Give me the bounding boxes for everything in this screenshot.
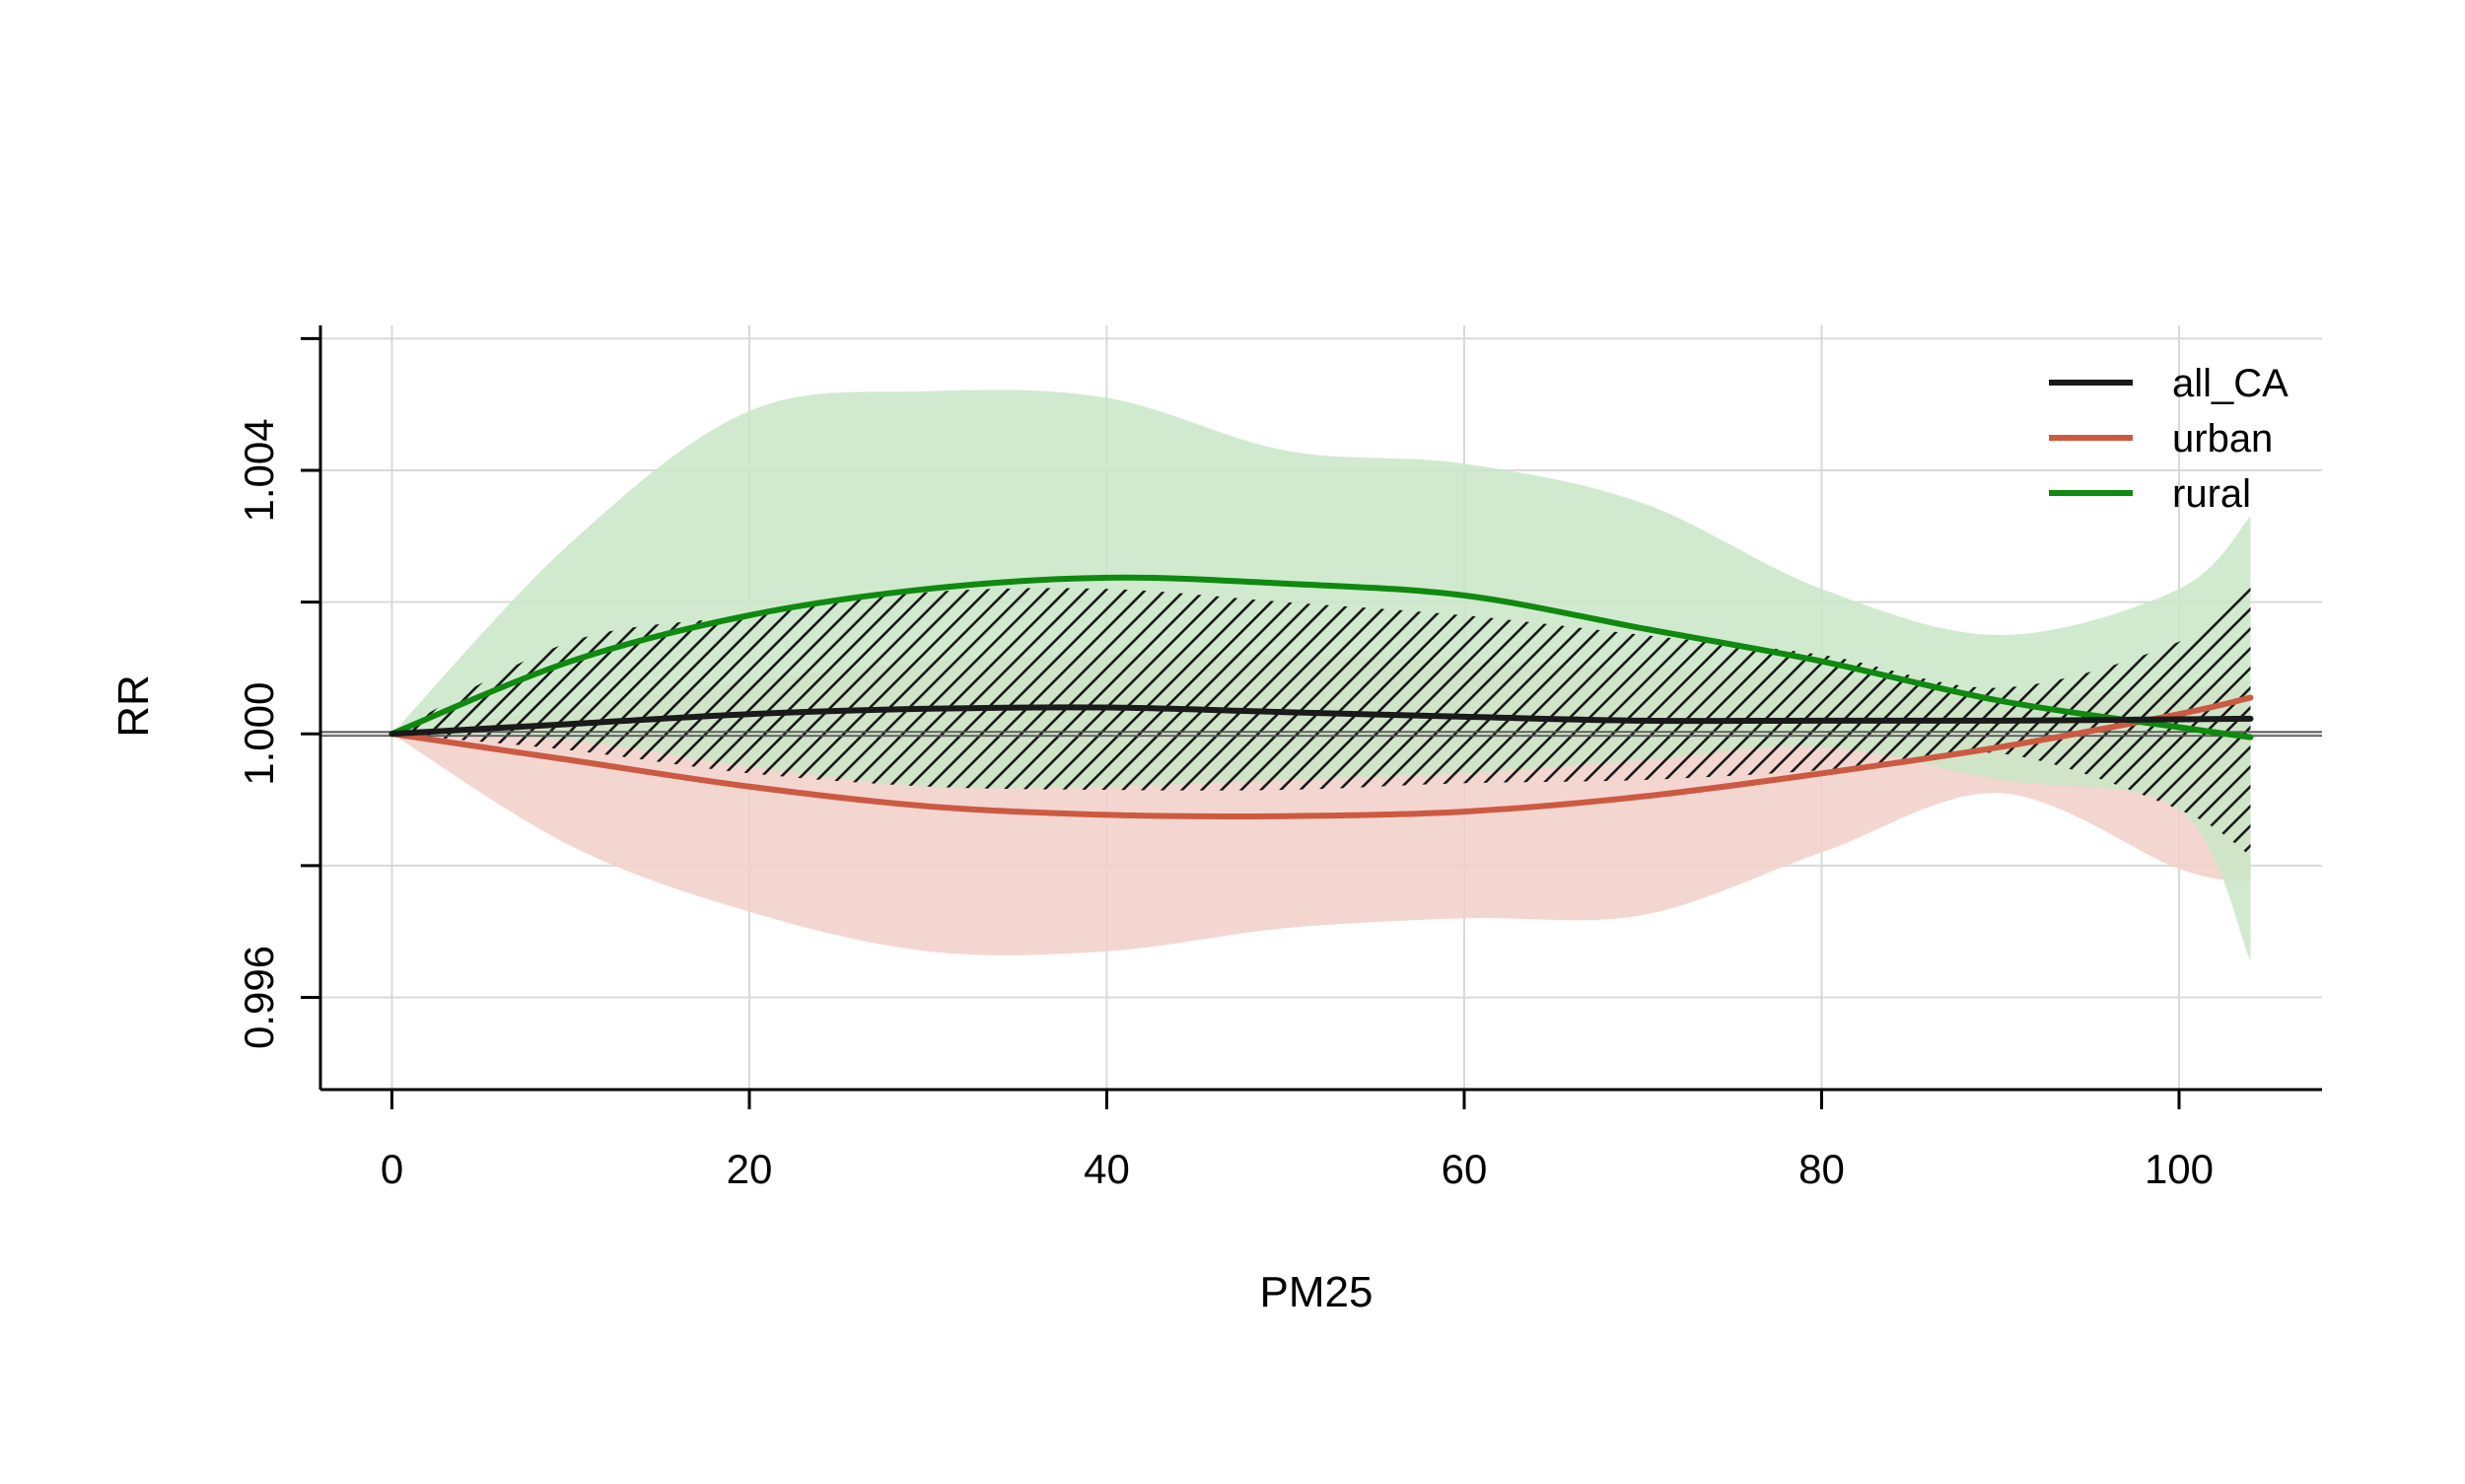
y-axis-title: RR <box>109 674 158 738</box>
axes <box>301 325 2322 1109</box>
y-tick-label: 1.004 <box>236 418 282 522</box>
x-tick-label: 20 <box>727 1146 773 1192</box>
series-line-rural <box>388 574 2254 741</box>
x-tick-label: 100 <box>2145 1146 2214 1192</box>
legend-label-all_CA: all_CA <box>2172 362 2289 405</box>
y-tick-label: 0.996 <box>236 946 282 1049</box>
series-lines <box>388 574 2254 820</box>
legend-label-rural: rural <box>2172 472 2251 516</box>
series-line-urban <box>388 694 2254 820</box>
y-tick-label: 1.000 <box>236 682 282 786</box>
x-tick-label: 0 <box>381 1146 403 1192</box>
tick-labels: 0 20 40 60 80 100 0.996 1.000 1.004 <box>236 418 2214 1192</box>
x-tick-label: 40 <box>1084 1146 1130 1192</box>
confidence-bands <box>391 389 2251 961</box>
x-tick-label: 80 <box>1798 1146 1845 1192</box>
reference-line <box>320 731 2322 738</box>
x-tick-label: 60 <box>1442 1146 1488 1192</box>
legend-label-urban: urban <box>2172 417 2273 460</box>
x-axis-title: PM25 <box>1260 1268 1373 1316</box>
series-line-all_CA <box>388 704 2254 738</box>
